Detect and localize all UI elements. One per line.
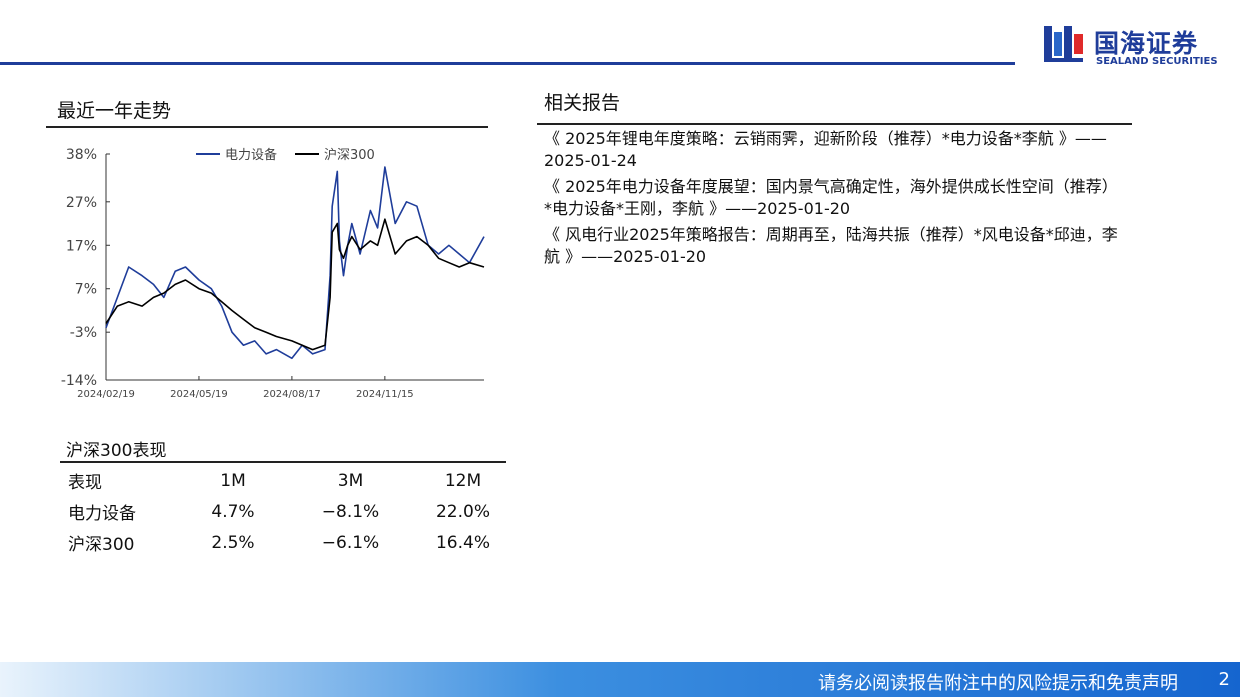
x-tick-label: 2024/02/19: [77, 389, 135, 400]
y-tick-label: -3%: [70, 325, 97, 341]
report-list: 《 2025年锂电年度策略：云销雨霁，迎新阶段（推荐）*电力设备*李航 》——2…: [544, 128, 1124, 272]
report-link[interactable]: 《 2025年锂电年度策略：云销雨霁，迎新阶段（推荐）*电力设备*李航 》——2…: [544, 129, 1107, 170]
footer-bar: 请务必阅读报告附注中的风险提示和免责声明 2: [0, 662, 1240, 697]
perf-title-rule: [60, 461, 506, 463]
trend-section-title: 最近一年走势: [57, 100, 172, 122]
reports-section-title: 相关报告: [544, 92, 621, 114]
table-cell: 4.7%: [211, 501, 255, 522]
table-cell: 电力设备: [68, 504, 136, 524]
brand-logo: 国海证券 SEALAND SECURITIES: [1042, 22, 1218, 68]
table-cell: 22.0%: [435, 501, 490, 522]
reports-title-rule: [537, 123, 1132, 125]
table-header-cell: 表现: [68, 473, 102, 493]
table-header-cell: 3M: [337, 470, 364, 491]
x-tick-label: 2024/11/15: [356, 389, 414, 400]
page-number: 2: [1218, 669, 1230, 690]
table-header-row: 表现 1M 3M 12M: [60, 465, 513, 496]
sealand-logo-icon: [1044, 26, 1083, 62]
y-tick-label: 38%: [66, 147, 97, 163]
trend-chart: 38% 27% 17% 7% -3% -14%2024/02/19 2024/05/19 20…: [61, 147, 485, 400]
table-row: 电力设备 4.7% −8.1% 22.0%: [60, 496, 513, 527]
series-line-power-equipment: [105, 166, 485, 360]
y-tick-label: 7%: [75, 282, 97, 298]
table-cell: −6.1%: [321, 532, 380, 553]
x-tick-label: 2024/08/17: [263, 389, 321, 400]
legend-label: 电力设备: [225, 147, 277, 163]
y-tick-label: 27%: [66, 195, 97, 211]
disclaimer-text: 请务必阅读报告附注中的风险提示和免责声明: [818, 673, 1178, 694]
series-line-csi300: [105, 218, 485, 351]
perf-table: 表现 1M 3M 12M 电力设备 4.7% −8.1% 22.0% 沪深300…: [60, 465, 513, 558]
perf-section-title: 沪深300表现: [66, 441, 167, 461]
table-header-cell: 12M: [444, 470, 482, 491]
legend-label: 沪深300: [324, 147, 375, 163]
report-link[interactable]: 《 风电行业2025年策略报告：周期再至，陆海共振（推荐）*风电设备*邱迪，李航…: [544, 225, 1118, 266]
trend-title-rule: [46, 126, 488, 128]
table-cell: 沪深300: [68, 535, 135, 555]
table-header-cell: 1M: [220, 470, 246, 491]
brand-name-en: SEALAND SECURITIES: [1096, 56, 1218, 67]
header-rule: [0, 62, 1015, 65]
report-link[interactable]: 《 2025年电力设备年度展望：国内景气高确定性，海外提供成长性空间（推荐）*电…: [544, 177, 1118, 218]
x-tick-label: 2024/05/19: [170, 389, 228, 400]
table-cell: 2.5%: [211, 532, 255, 553]
table-row: 沪深300 2.5% −6.1% 16.4%: [60, 527, 513, 558]
y-tick-label: -14%: [61, 373, 97, 389]
y-tick-label: 17%: [66, 238, 97, 254]
table-cell: 16.4%: [435, 532, 490, 553]
table-cell: −8.1%: [321, 501, 380, 522]
brand-name-cn: 国海证券: [1094, 29, 1199, 58]
